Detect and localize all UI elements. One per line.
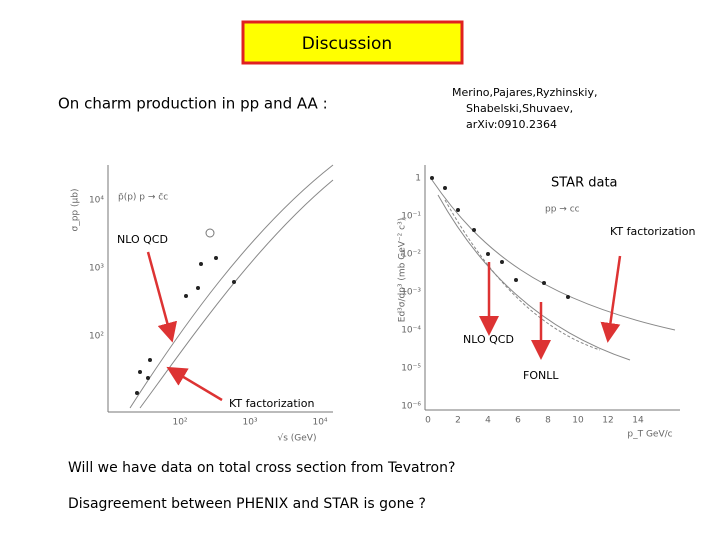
- x-label: √s (GeV): [278, 433, 317, 444]
- annotation: NLO QCD: [117, 233, 168, 246]
- subtitle: On charm production in pp and AA :: [58, 95, 328, 113]
- y-tick-label: 10⁴: [89, 196, 104, 206]
- x-tick-label: 10: [572, 416, 584, 426]
- y-tick-label: 10⁻⁵: [401, 364, 421, 374]
- x-tick-label: 10⁴: [312, 418, 327, 428]
- x-tick-label: 0: [425, 416, 431, 426]
- arrow: [600, 255, 622, 343]
- left-plot: σ_pp (μb) √s (GeV) p̄(p) p → c̄c 10⁴ 10³ 1…: [71, 164, 334, 444]
- y-label: Ed³σ/dp³ (mb GeV⁻² c³): [398, 218, 408, 322]
- title: Discussion: [302, 34, 392, 54]
- y-tick-label: 10⁻⁴: [401, 326, 421, 336]
- arrow: [146, 251, 178, 343]
- x-tick-label: 10³: [242, 418, 257, 428]
- annotation: NLO QCD: [463, 333, 514, 346]
- title-box: [241, 20, 464, 65]
- x-tick-label: 2: [455, 416, 461, 426]
- x-tick-label: 8: [545, 416, 551, 426]
- x-tick-label: 14: [632, 416, 644, 426]
- annotation: KT factorization: [610, 225, 695, 238]
- y-tick-label: 10²: [89, 332, 104, 342]
- reference: arXiv:0910.2364: [466, 118, 557, 131]
- right-plot: Ed³σ/dp³ (mb GeV⁻² c³) p_T GeV/c pp → cc…: [398, 165, 680, 440]
- arrow: [166, 366, 223, 402]
- x-tick-label: 10²: [172, 418, 187, 428]
- y-tick-label: 10⁻³: [401, 288, 421, 298]
- y-tick-label: 1: [415, 174, 421, 184]
- y-label: σ_pp (μb): [71, 189, 81, 232]
- question: Disagreement between PHENIX and STAR is …: [68, 496, 426, 512]
- x-tick-label: 4: [485, 416, 491, 426]
- process: p̄(p) p → c̄c: [118, 193, 168, 203]
- y-tick-label: 10⁻⁶: [401, 402, 421, 412]
- x-tick-label: 12: [602, 416, 613, 426]
- reference: Shabelski,Shuvaev,: [466, 102, 573, 115]
- x-label: p_T GeV/c: [627, 430, 672, 440]
- reference: Merino,Pajares,Ryzhinskiy,: [452, 86, 597, 99]
- y-tick-label: 10⁻¹: [401, 212, 421, 222]
- y-tick-label: 10³: [89, 264, 104, 274]
- annotation: FONLL: [523, 369, 559, 382]
- x-tick-label: 6: [515, 416, 521, 426]
- annotation: KT factorization: [229, 397, 314, 410]
- annotation: STAR data: [551, 176, 618, 191]
- y-tick-label: 10⁻²: [401, 250, 421, 260]
- process: pp → cc: [545, 205, 580, 215]
- question: Will we have data on total cross section…: [68, 460, 455, 476]
